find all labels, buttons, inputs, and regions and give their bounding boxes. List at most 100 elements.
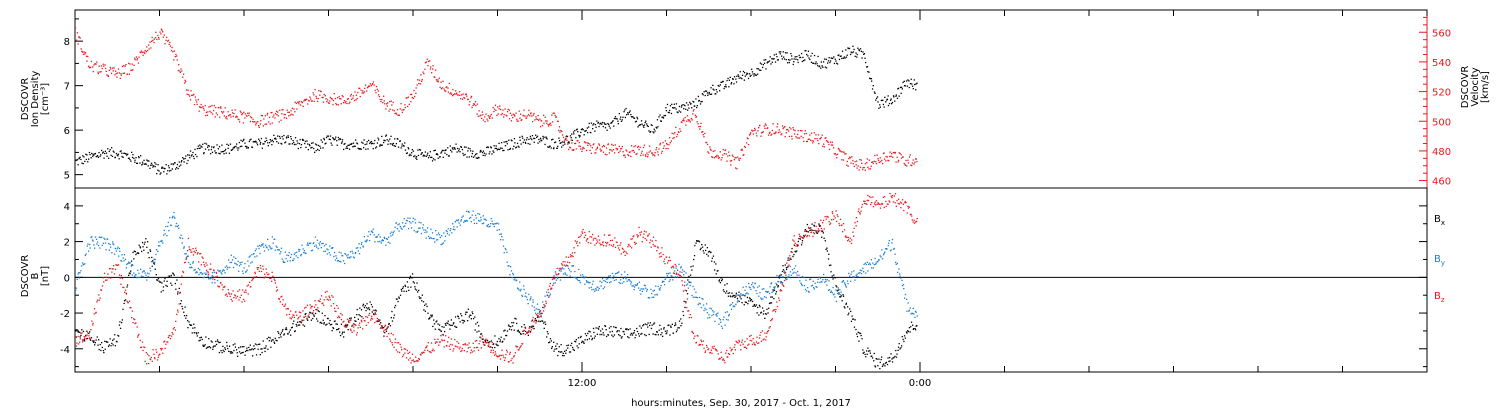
bz-series-point	[368, 312, 371, 315]
bx-series-point	[693, 255, 696, 257]
bz-series-point	[246, 285, 248, 287]
density-series-point	[451, 147, 453, 149]
density-series-point	[74, 159, 77, 161]
velocity-series-point	[559, 131, 561, 133]
velocity-series-point	[492, 106, 494, 109]
density-series-point	[346, 147, 349, 149]
bz-series-point	[420, 354, 422, 356]
density-series-point	[537, 142, 539, 144]
velocity-series-point	[607, 144, 609, 146]
velocity-series-point	[248, 112, 250, 114]
density-series-point	[456, 151, 458, 153]
by-series-point	[562, 273, 564, 275]
velocity-series-point	[898, 152, 900, 154]
by-series-point	[493, 225, 495, 228]
velocity-series-point	[875, 163, 878, 165]
by-series-point	[379, 236, 381, 238]
bx-series-point	[252, 348, 255, 351]
by-series-point	[482, 215, 484, 217]
bx-series-point	[838, 292, 840, 294]
by-series-point	[481, 223, 483, 225]
velocity-series-point	[385, 108, 387, 110]
velocity-series-point	[749, 133, 751, 135]
by-series-point	[836, 292, 839, 295]
bx-series-point	[852, 318, 855, 320]
density-series-point	[148, 160, 150, 162]
velocity-series-point	[503, 116, 505, 118]
velocity-series-point	[313, 100, 315, 102]
density-series-point	[297, 142, 299, 144]
bx-series-point	[98, 339, 100, 341]
by-series-point	[561, 268, 563, 270]
by-series-point	[192, 261, 194, 263]
bz-series-point	[401, 349, 403, 351]
velocity-series-point	[471, 106, 473, 109]
by-series-point	[857, 275, 859, 278]
by-series-point	[217, 269, 219, 271]
density-series-point	[462, 152, 464, 155]
density-series-point	[845, 56, 848, 58]
by-series-point	[763, 296, 766, 298]
velocity-series-point	[821, 134, 823, 136]
bx-series-point	[537, 315, 539, 317]
bx-series-point	[847, 306, 849, 308]
by-series-point	[838, 293, 840, 295]
by-series-point	[854, 279, 856, 281]
by-series-point	[430, 228, 432, 230]
by-series-point	[613, 275, 615, 277]
bz-series-point	[319, 300, 321, 303]
bx-series-point	[136, 252, 138, 254]
bz-series-point	[224, 294, 227, 296]
by-series-point	[713, 311, 715, 313]
velocity-series-point	[177, 69, 179, 72]
by-series-point	[109, 243, 111, 246]
density-series-point	[351, 143, 353, 145]
bz-series-point	[370, 319, 372, 321]
velocity-series-point	[92, 71, 94, 73]
bz-series-point	[328, 295, 330, 297]
bx-series-point	[567, 347, 569, 349]
bz-series-point	[317, 300, 320, 302]
velocity-series-point	[165, 39, 167, 41]
bz-series-point	[185, 256, 188, 258]
by-series-point	[752, 282, 754, 284]
bx-series-point	[143, 243, 145, 245]
velocity-series-point	[781, 125, 784, 127]
by-series-point	[309, 242, 312, 244]
by-series-point	[373, 234, 375, 236]
bx-series-point	[764, 317, 766, 319]
velocity-series-point	[478, 110, 480, 112]
bx-series-point	[272, 339, 274, 341]
bx-series-point	[625, 328, 627, 330]
bx-series-point	[638, 333, 640, 335]
by-series-point	[510, 266, 512, 268]
bx-series-point	[583, 342, 585, 344]
by-series-point	[305, 252, 307, 254]
velocity-series-point	[517, 120, 519, 122]
density-series-point	[635, 120, 637, 122]
bx-series-point	[718, 279, 721, 281]
density-series-point	[706, 92, 709, 94]
density-series-point	[255, 140, 257, 143]
bx-series-point	[411, 277, 413, 279]
by-series-point	[381, 239, 384, 241]
bx-series-point	[356, 308, 358, 311]
density-series-point	[276, 141, 278, 143]
density-series-point	[841, 50, 844, 52]
bx-series-point	[884, 365, 886, 367]
bz-series-point	[178, 303, 180, 305]
bx-series-point	[95, 339, 97, 341]
density-series-point	[386, 139, 388, 141]
bx-series-point	[143, 249, 145, 251]
by-series-point	[904, 293, 907, 296]
velocity-series-point	[157, 34, 159, 37]
bz-series-point	[238, 299, 240, 301]
density-series-point	[219, 153, 221, 155]
by-series-point	[454, 229, 456, 231]
velocity-series-point	[382, 102, 384, 104]
density-series-point	[327, 135, 330, 137]
bz-series-point	[337, 316, 339, 319]
by-series-point	[303, 250, 305, 252]
by-series-point	[521, 294, 523, 297]
density-series-point	[94, 153, 96, 155]
